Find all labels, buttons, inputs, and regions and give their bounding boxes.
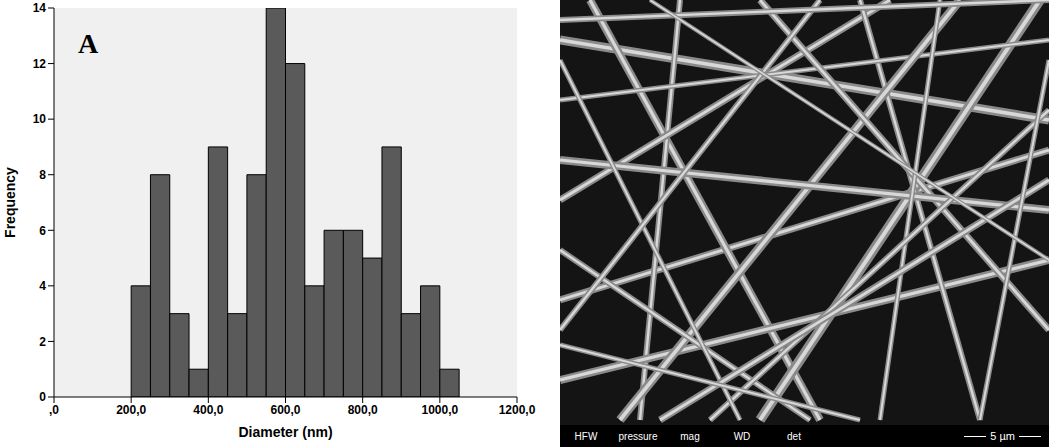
html-text:A: A bbox=[78, 28, 99, 59]
svg-text:10: 10 bbox=[33, 112, 47, 126]
html-text:WD: WD bbox=[733, 430, 751, 442]
svg-text:600,0: 600,0 bbox=[270, 403, 300, 417]
svg-text:800,0: 800,0 bbox=[348, 403, 378, 417]
svg-text:14: 14 bbox=[33, 1, 47, 15]
svg-text:12: 12 bbox=[33, 57, 47, 71]
svg-text:Diameter (nm): Diameter (nm) bbox=[238, 424, 332, 440]
svg-text:4: 4 bbox=[39, 279, 46, 293]
html-text:HFW: HFW bbox=[574, 430, 598, 442]
svg-text:2: 2 bbox=[39, 335, 46, 349]
svg-text:1200,0: 1200,0 bbox=[499, 403, 536, 417]
svg-text:6: 6 bbox=[39, 224, 46, 238]
svg-text:Frequency: Frequency bbox=[2, 167, 18, 238]
svg-text:400,0: 400,0 bbox=[193, 403, 223, 417]
html-text:mag: mag bbox=[680, 430, 700, 442]
svg-text:0: 0 bbox=[39, 390, 46, 404]
svg-text:,0: ,0 bbox=[49, 403, 59, 417]
html-text:5 µm: 5 µm bbox=[990, 430, 1015, 442]
svg-text:1000,0: 1000,0 bbox=[421, 403, 458, 417]
html-text:pressure: pressure bbox=[618, 430, 658, 442]
svg-text:8: 8 bbox=[39, 168, 46, 182]
html-text:det: det bbox=[787, 430, 801, 442]
svg-text:200,0: 200,0 bbox=[116, 403, 146, 417]
